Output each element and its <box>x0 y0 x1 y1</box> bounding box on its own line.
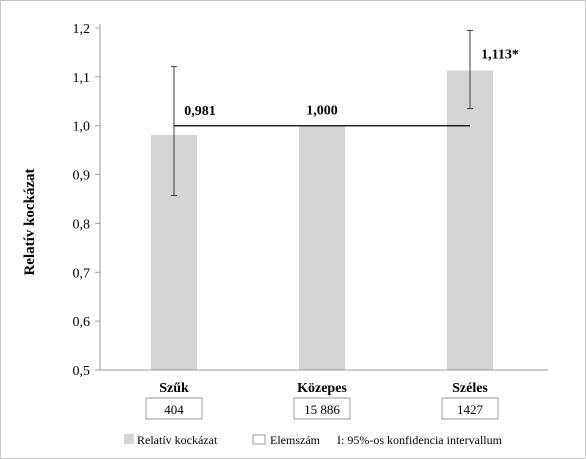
legend-label-count: Elemszám <box>270 433 321 447</box>
legend-swatch-count <box>252 434 266 445</box>
y-tick-label: 0,6 <box>73 315 91 330</box>
category-label-2: Közepes <box>297 381 347 396</box>
bar-2 <box>299 125 345 370</box>
count-value-3: 1427 <box>457 402 484 417</box>
legend-label-ci: I: 95%-os konfidencia intervallum <box>337 433 503 447</box>
data-label-3: 1,113* <box>481 48 519 63</box>
y-tick-label: 1,0 <box>73 120 91 135</box>
count-box-1 <box>145 397 203 420</box>
count-value-1: 404 <box>164 402 184 417</box>
data-label-2: 1,000 <box>306 104 338 119</box>
bar-3 <box>447 70 493 371</box>
y-tick-label: 0,9 <box>73 169 91 184</box>
y-tick-label: 0,8 <box>73 217 91 232</box>
count-value-2: 15 886 <box>304 402 340 417</box>
legend-swatch-bar <box>124 434 134 444</box>
y-tick-label: 0,7 <box>73 266 91 281</box>
y-axis-title: Relatív kockázat <box>22 168 38 275</box>
count-box-2 <box>293 397 351 420</box>
y-tick-label: 1,2 <box>73 22 91 37</box>
count-box-3 <box>441 397 499 420</box>
y-tick-label: 1,1 <box>73 71 91 86</box>
category-label-3: Széles <box>452 381 488 396</box>
data-label-1: 0,981 <box>184 104 216 119</box>
legend-label-bar: Relatív kockázat <box>137 433 218 447</box>
y-tick-label: 0,5 <box>73 364 91 379</box>
category-label-1: Szűk <box>159 381 189 396</box>
